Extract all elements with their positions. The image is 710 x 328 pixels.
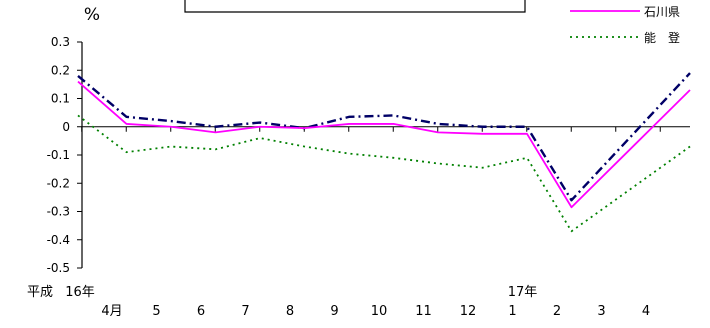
x-tick-label: 8 bbox=[286, 304, 294, 319]
y-tick-label: 0.2 bbox=[51, 63, 70, 77]
series-line-1 bbox=[77, 80, 691, 209]
y-tick-label: 0 bbox=[62, 120, 70, 134]
x-tick-label: 5 bbox=[152, 304, 160, 319]
legend-label-1: 石川県 bbox=[644, 5, 680, 19]
x-tick-label: 2 bbox=[553, 304, 561, 319]
series-line-0 bbox=[77, 72, 691, 202]
x-tick-label: 12 bbox=[460, 304, 477, 319]
y-tick-label: -0.1 bbox=[47, 148, 70, 162]
x-tick-label: 4 bbox=[642, 304, 650, 319]
y-tick-label: -0.2 bbox=[47, 176, 70, 190]
year-label: 16年 bbox=[65, 285, 95, 300]
y-tick-label: -0.3 bbox=[47, 205, 70, 219]
y-axis-label: % bbox=[84, 5, 100, 25]
series-line-2 bbox=[77, 114, 691, 233]
legend-label-2: 能 登 bbox=[644, 30, 680, 45]
x-tick-label: 1 bbox=[508, 304, 516, 319]
x-tick-label: 6 bbox=[197, 304, 205, 319]
y-tick-label: -0.4 bbox=[47, 233, 70, 247]
title-box bbox=[184, 0, 526, 13]
y-tick-label: 0.3 bbox=[51, 35, 70, 49]
x-tick-label: 3 bbox=[597, 304, 605, 319]
y-tick-label: 0.1 bbox=[51, 92, 70, 106]
era-label: 平成 bbox=[27, 285, 53, 300]
x-tick-label: 10 bbox=[371, 304, 388, 319]
year-label: 17年 bbox=[508, 285, 538, 300]
x-tick-label: 11 bbox=[415, 304, 432, 319]
x-tick-label: 9 bbox=[330, 304, 338, 319]
y-tick-label: -0.5 bbox=[47, 261, 70, 275]
x-tick-label: 7 bbox=[241, 304, 249, 319]
x-tick-label: 4月 bbox=[101, 304, 122, 319]
